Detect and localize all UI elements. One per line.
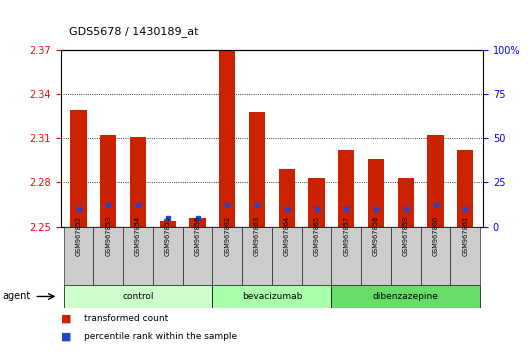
FancyBboxPatch shape bbox=[93, 227, 123, 285]
Text: GSM967858: GSM967858 bbox=[373, 216, 379, 256]
FancyBboxPatch shape bbox=[421, 227, 450, 285]
Text: GSM967854: GSM967854 bbox=[135, 216, 141, 256]
FancyBboxPatch shape bbox=[153, 227, 183, 285]
Text: GDS5678 / 1430189_at: GDS5678 / 1430189_at bbox=[69, 26, 198, 37]
FancyBboxPatch shape bbox=[332, 227, 361, 285]
Bar bbox=[368, 159, 384, 227]
FancyBboxPatch shape bbox=[450, 227, 480, 285]
Text: ■: ■ bbox=[61, 314, 71, 324]
Text: control: control bbox=[122, 292, 154, 301]
Text: GSM967853: GSM967853 bbox=[105, 216, 111, 256]
Bar bbox=[308, 178, 325, 227]
Bar bbox=[338, 150, 354, 227]
FancyBboxPatch shape bbox=[64, 285, 212, 308]
Text: bevacizumab: bevacizumab bbox=[242, 292, 302, 301]
FancyBboxPatch shape bbox=[361, 227, 391, 285]
Text: GSM967859: GSM967859 bbox=[403, 216, 409, 256]
Bar bbox=[279, 169, 295, 227]
Bar bbox=[457, 150, 474, 227]
Bar bbox=[219, 50, 235, 227]
Bar bbox=[190, 218, 206, 227]
Text: GSM967860: GSM967860 bbox=[432, 216, 439, 256]
Bar bbox=[100, 135, 117, 227]
Text: GSM967863: GSM967863 bbox=[254, 216, 260, 256]
Text: GSM967857: GSM967857 bbox=[343, 216, 350, 256]
FancyBboxPatch shape bbox=[391, 227, 421, 285]
FancyBboxPatch shape bbox=[64, 227, 93, 285]
Text: GSM967852: GSM967852 bbox=[76, 216, 81, 256]
Text: GSM967864: GSM967864 bbox=[284, 216, 290, 256]
Text: transformed count: transformed count bbox=[84, 314, 169, 323]
Text: agent: agent bbox=[3, 291, 31, 302]
FancyBboxPatch shape bbox=[272, 227, 301, 285]
Bar bbox=[159, 221, 176, 227]
Bar bbox=[249, 112, 265, 227]
Bar bbox=[70, 110, 87, 227]
Bar bbox=[130, 137, 146, 227]
FancyBboxPatch shape bbox=[242, 227, 272, 285]
FancyBboxPatch shape bbox=[183, 227, 212, 285]
FancyBboxPatch shape bbox=[332, 285, 480, 308]
Text: GSM967865: GSM967865 bbox=[314, 216, 319, 256]
Text: GSM967856: GSM967856 bbox=[194, 216, 201, 256]
Text: GSM967855: GSM967855 bbox=[165, 216, 171, 256]
Text: GSM967861: GSM967861 bbox=[463, 216, 468, 256]
FancyBboxPatch shape bbox=[123, 227, 153, 285]
FancyBboxPatch shape bbox=[212, 227, 242, 285]
Text: dibenzazepine: dibenzazepine bbox=[373, 292, 439, 301]
Bar bbox=[427, 135, 444, 227]
Bar bbox=[398, 178, 414, 227]
FancyBboxPatch shape bbox=[301, 227, 332, 285]
Text: percentile rank within the sample: percentile rank within the sample bbox=[84, 332, 238, 341]
Text: ■: ■ bbox=[61, 331, 71, 341]
FancyBboxPatch shape bbox=[212, 285, 332, 308]
Text: GSM967862: GSM967862 bbox=[224, 216, 230, 256]
